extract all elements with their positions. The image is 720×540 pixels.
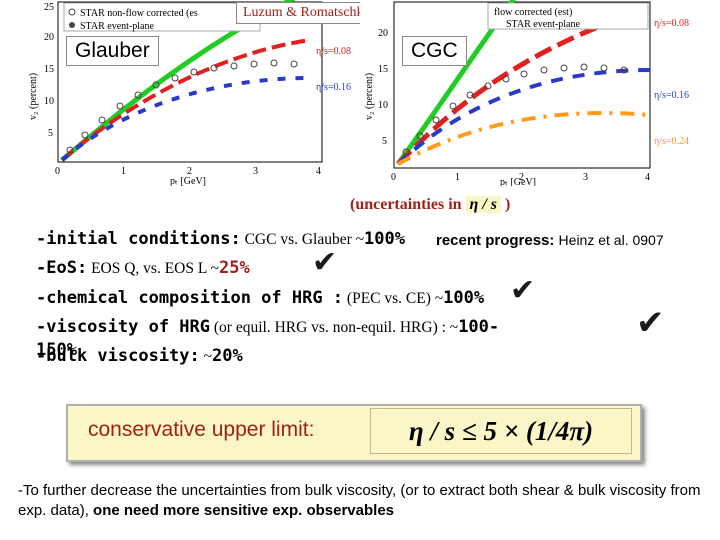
- footer-normal: -To further decrease the uncertainties f…: [18, 482, 701, 519]
- initial-conditions-label: -initial conditions:: [36, 229, 241, 249]
- glauber-box-label: Glauber: [66, 36, 159, 66]
- bulk-viscosity-text: ~: [199, 348, 213, 365]
- cgc-xtick-2: 2: [519, 172, 524, 183]
- bulk-viscosity-pct: 20%: [212, 346, 243, 366]
- cgc-legend-2: STAR event-plane: [506, 19, 580, 30]
- cgc-ylabel: v₂ (percent): [364, 73, 375, 120]
- cgc-plot-svg: 20 15 10 5 0 1 2 3 4 pₜ [GeV] v₂ (percen…: [364, 0, 689, 188]
- glauber-xtick-1: 1: [121, 166, 126, 177]
- footer-note: -To further decrease the uncertainties f…: [18, 481, 708, 521]
- chemical-composition-label: -chemical composition of HRG :: [36, 288, 344, 308]
- line-viscosity-hrg: -viscosity of HRG (or equil. HRG vs. non…: [36, 317, 499, 337]
- check-icon-viscosity: ✔: [636, 303, 665, 343]
- glauber-ylabel: v₂ (percent): [28, 73, 39, 120]
- initial-conditions-pct: 100%: [364, 229, 405, 249]
- glauber-data-points: [66, 59, 298, 154]
- glauber-xlabel: pₜ [GeV]: [170, 176, 206, 186]
- eta-s-symbol: η / s: [465, 196, 501, 213]
- glauber-legend-1: STAR non-flow corrected (es: [80, 8, 198, 19]
- cgc-label-024: η/s=0.24: [654, 136, 689, 147]
- uncertainties-note: (uncertainties in η / s ): [350, 196, 510, 214]
- viscosity-hrg-pct-cont: 150%: [36, 340, 77, 360]
- glauber-xtick-4: 4: [316, 166, 321, 177]
- check-icon-eos: ✔: [312, 245, 338, 280]
- chemical-composition-text: (PEC vs. CE) ~: [343, 290, 444, 307]
- viscosity-hrg-label: -viscosity of HRG: [36, 317, 210, 337]
- glauber-ytick-5: 5: [48, 128, 53, 139]
- conclusion-label: conservative upper limit:: [88, 418, 315, 441]
- glauber-legend-open-circle: [68, 8, 76, 16]
- bulk-viscosity-label: -bulk viscosity:: [36, 346, 200, 366]
- chemical-composition-pct: 100%: [443, 288, 485, 308]
- cgc-ytick-20: 20: [378, 28, 388, 39]
- glauber-red-curve: [60, 38, 311, 162]
- cgc-plot: 20 15 10 5 0 1 2 3 4 pₜ [GeV] v₂ (percen…: [360, 0, 720, 188]
- eos-text: EOS Q, vs. EOS L ~: [87, 260, 220, 277]
- glauber-plot: 25 20 15 10 5 0 1 2 3 4 pₜ [GeV] v₂ (per…: [10, 0, 355, 187]
- check-icon-chemical: ✔: [510, 273, 536, 308]
- initial-conditions-text: CGC vs. Glauber ~: [240, 231, 365, 248]
- recent-progress-ref: Heinz et al. 0907: [558, 232, 664, 248]
- glauber-axes-frame: [57, 1, 323, 163]
- cgc-xlabel: pₜ [GeV]: [500, 177, 536, 186]
- conclusion-formula: η / s ≤ 5 × (1/4π): [370, 408, 632, 454]
- glauber-ytick-15: 15: [44, 64, 54, 75]
- cgc-orange-curve: [397, 111, 651, 166]
- recent-progress: recent progress: Heinz et al. 0907: [436, 232, 664, 249]
- cgc-axes-frame: [393, 1, 651, 169]
- cgc-red-curve: [396, 5, 651, 166]
- glauber-ytick-25: 25: [44, 2, 54, 13]
- cgc-data-points: [402, 63, 628, 156]
- recent-progress-label: recent progress:: [436, 232, 555, 249]
- cgc-label-016: η/s=0.16: [654, 90, 689, 101]
- glauber-ytick-10: 10: [44, 96, 54, 107]
- eos-pct: 25%: [219, 258, 250, 278]
- cgc-ytick-10: 10: [378, 100, 388, 111]
- glauber-xtick-3: 3: [253, 166, 258, 177]
- glauber-legend-filled-circle: [69, 22, 75, 28]
- cgc-xtick-4: 4: [645, 172, 650, 183]
- glauber-plot-svg: 25 20 15 10 5 0 1 2 3 4 pₜ [GeV] v₂ (per…: [28, 0, 351, 187]
- line-bulk-viscosity: -bulk viscosity: ~20%: [36, 346, 243, 366]
- cgc-blue-curve: [396, 68, 651, 166]
- eos-label: -EoS:: [36, 258, 88, 278]
- glauber-xtick-0: 0: [55, 166, 60, 177]
- cgc-xtick-3: 3: [583, 172, 588, 183]
- glauber-label-016: η/s=0.16: [316, 82, 351, 93]
- line-chemical-composition: -chemical composition of HRG : (PEC vs. …: [36, 288, 484, 308]
- footer-bold: one need more sensitive exp. observables: [93, 502, 395, 519]
- glauber-legend-2: STAR event-plane: [80, 21, 154, 32]
- cgc-ytick-15: 15: [378, 64, 388, 75]
- cgc-box-label: CGC: [402, 36, 467, 66]
- glauber-xtick-2: 2: [187, 166, 192, 177]
- cgc-xtick-1: 1: [455, 172, 460, 183]
- cgc-legend-1: flow corrected (est): [494, 7, 572, 18]
- cgc-ytick-5: 5: [382, 136, 387, 147]
- line-eos: -EoS: EOS Q, vs. EOS L ~25%: [36, 258, 250, 278]
- glauber-label-008: η/s=0.08: [316, 46, 351, 57]
- uncertainties-suffix: ): [505, 196, 511, 213]
- cgc-label-008: η/s=0.08: [654, 18, 689, 29]
- glauber-ytick-20: 20: [44, 32, 54, 43]
- cgc-xtick-0: 0: [391, 172, 396, 183]
- cgc-legend-box: [487, 2, 649, 30]
- line-initial-conditions: -initial conditions: CGC vs. Glauber ~10…: [36, 229, 405, 249]
- viscosity-hrg-text: (or equil. HRG vs. non-equil. HRG) : ~: [210, 319, 459, 336]
- uncertainties-prefix: (uncertainties in: [350, 196, 462, 213]
- viscosity-hrg-pct: 100-: [458, 317, 500, 337]
